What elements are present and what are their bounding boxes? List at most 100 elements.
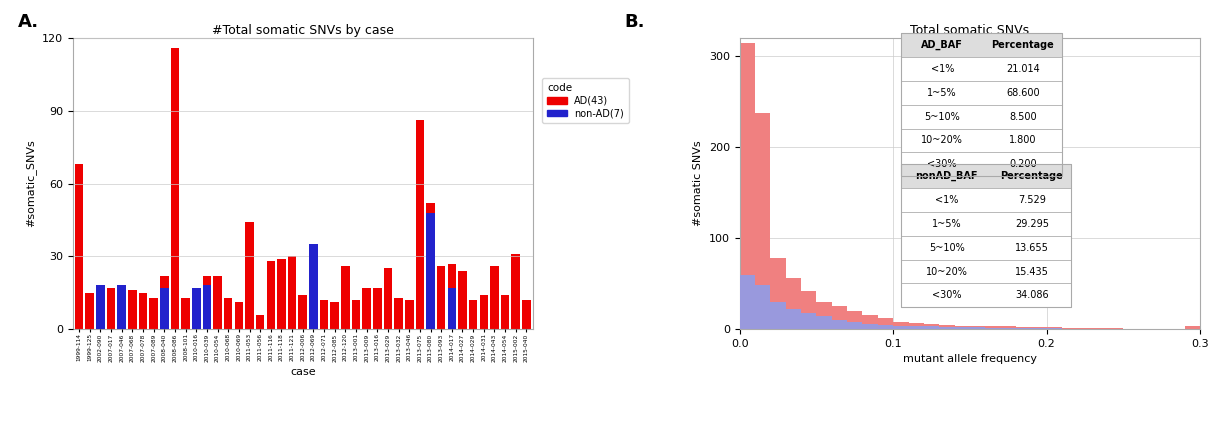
Title: #Total somatic SNVs by case: #Total somatic SNVs by case [212,24,394,37]
Bar [901,33,1062,57]
Bar [202,276,211,329]
Bar [182,298,190,329]
Bar [1001,327,1016,329]
Bar [341,266,349,329]
Bar [96,285,104,329]
Bar [394,298,402,329]
Text: <30%: <30% [927,160,957,169]
Bar [863,324,877,329]
Text: 1~5%: 1~5% [927,88,957,98]
Bar [405,300,413,329]
Text: 7.529: 7.529 [1018,195,1046,205]
Bar [191,293,200,329]
Bar [447,288,456,329]
Bar [901,164,1071,307]
Bar [909,327,924,329]
Text: 34.086: 34.086 [1016,290,1048,300]
Bar [863,315,877,329]
Text: <1%: <1% [936,195,959,205]
Bar [901,129,1062,152]
Bar [373,288,382,329]
Bar [245,222,253,329]
Bar [801,291,817,329]
Bar [1077,328,1092,329]
Bar [847,311,863,329]
Bar [320,300,328,329]
Bar [75,164,84,329]
Bar [298,295,307,329]
Bar [817,316,831,329]
Bar [427,203,435,329]
Bar [171,48,179,329]
Bar [901,212,1071,236]
X-axis label: case: case [290,367,315,377]
Bar [939,325,955,329]
Bar [831,320,847,329]
Bar [901,105,1062,129]
Bar [955,327,970,329]
Text: 21.014: 21.014 [1006,64,1040,74]
Bar [224,298,233,329]
Bar [1062,328,1077,329]
Bar [817,302,831,329]
Bar [160,276,168,329]
Title: Total somatic SNVs: Total somatic SNVs [910,24,1029,37]
Bar [801,313,817,329]
Bar [831,306,847,329]
Bar [1001,328,1016,329]
Bar [309,295,318,329]
Bar [901,164,1071,188]
Bar [522,300,531,329]
Text: 15.435: 15.435 [1014,267,1048,276]
Bar [955,325,970,329]
Bar [939,327,955,329]
Bar [331,303,339,329]
Bar [901,57,1062,81]
Bar [1046,327,1062,329]
Text: 8.500: 8.500 [1008,111,1036,122]
Bar [901,236,1071,260]
Bar [893,322,909,329]
Bar [1016,327,1031,329]
Bar [847,322,863,329]
Bar [128,290,137,329]
Text: 5~10%: 5~10% [928,243,965,253]
Bar [901,284,1071,307]
Bar [235,303,244,329]
Bar [309,244,318,329]
Bar [138,293,148,329]
Bar [427,213,435,329]
Text: B.: B. [624,13,645,31]
Text: 5~10%: 5~10% [925,111,960,122]
Legend: AD(43), non-AD(7): AD(43), non-AD(7) [542,78,629,123]
Bar [1092,328,1108,329]
Bar [785,278,801,329]
Text: AD_BAF: AD_BAF [921,40,964,50]
Bar [438,266,446,329]
Bar [287,256,297,329]
Bar [739,275,755,329]
Y-axis label: #somatic_SNVs: #somatic_SNVs [25,140,36,227]
Text: 1~5%: 1~5% [932,219,961,229]
Text: nonAD_BAF: nonAD_BAF [915,171,978,181]
Bar [1108,328,1124,329]
Bar [458,271,467,329]
Bar [785,309,801,329]
Text: Percentage: Percentage [1001,171,1063,181]
Bar [901,188,1071,212]
Bar [771,302,785,329]
Text: A.: A. [18,13,39,31]
Bar [755,285,771,329]
Bar [384,268,393,329]
Bar [362,288,371,329]
Bar [877,325,893,329]
Bar [267,261,275,329]
Bar [160,288,168,329]
Bar [480,295,488,329]
Text: 13.655: 13.655 [1014,243,1048,253]
Bar [501,295,509,329]
Bar [490,266,498,329]
Bar [877,318,893,329]
Bar [901,81,1062,105]
Text: <1%: <1% [931,64,954,74]
